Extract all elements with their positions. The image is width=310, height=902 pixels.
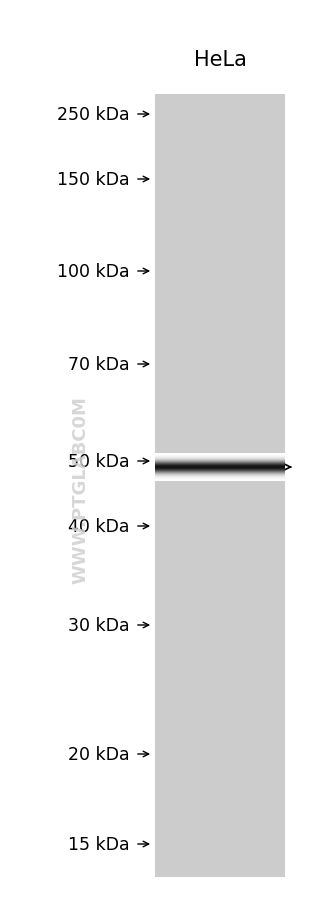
Text: 100 kDa: 100 kDa bbox=[57, 262, 130, 281]
Bar bbox=[155, 95, 285, 877]
Text: 250 kDa: 250 kDa bbox=[57, 106, 130, 124]
Text: HeLa: HeLa bbox=[193, 50, 246, 70]
Text: 30 kDa: 30 kDa bbox=[69, 616, 130, 634]
Text: 20 kDa: 20 kDa bbox=[69, 745, 130, 763]
Text: 50 kDa: 50 kDa bbox=[69, 453, 130, 471]
Text: 15 kDa: 15 kDa bbox=[69, 835, 130, 853]
Text: 40 kDa: 40 kDa bbox=[69, 518, 130, 536]
Text: WWW.PTGLABC0M: WWW.PTGLABC0M bbox=[71, 396, 89, 584]
Text: 70 kDa: 70 kDa bbox=[69, 355, 130, 373]
Text: 150 kDa: 150 kDa bbox=[57, 170, 130, 189]
